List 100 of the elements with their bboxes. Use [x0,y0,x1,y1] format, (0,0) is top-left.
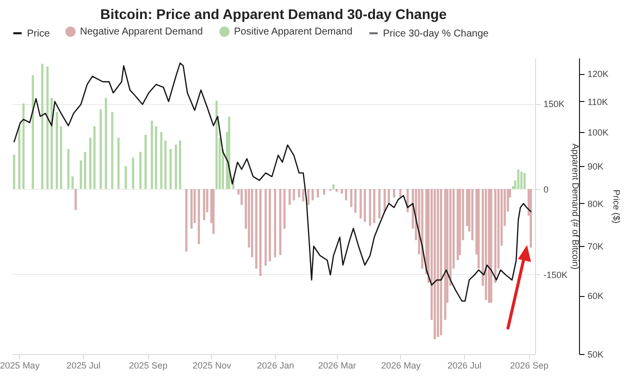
bar [154,126,158,189]
bar [364,188,366,222]
bar [198,188,200,244]
bar [84,152,86,189]
bar [144,134,147,189]
bar [259,188,262,276]
bar [316,188,319,198]
bar [160,132,162,189]
bar [212,188,215,234]
bar [132,158,134,189]
chart-title: Bitcoin: Price and Apparent Demand 30-day Change [100,6,447,22]
bar [60,126,62,189]
bar [302,188,304,202]
y2-tick-label: 100K [588,128,609,138]
legend-label: Price 30-day % Change [383,28,490,40]
y2-tick-label: 110K [588,96,608,107]
bar [185,188,188,252]
x-tick-label: 2026 May [381,360,422,370]
x-tick-label: 2026 Sep [510,360,549,370]
legend-label: Negative Apparent Demand [80,26,203,38]
bar [174,144,177,189]
bar [190,188,193,229]
bar [279,188,282,255]
x-tick-label: 2026 Mar [318,360,356,370]
bar [251,188,254,258]
y2-tick-label: 50K [588,350,604,360]
legend-label: Price [27,28,50,40]
bar [378,188,381,219]
bar [471,188,474,240]
bar [164,140,167,189]
bar [74,188,77,210]
bar [384,188,386,212]
bar [336,188,338,192]
legend-label: Positive Apparent Demand [234,26,352,38]
bar [478,188,480,269]
y-axis-title: Apparent Demand (# of Bitcoin) [570,143,581,270]
x-tick-label: 2026 Jul [448,360,482,370]
bar [178,140,182,189]
bar [307,188,310,205]
x-tick-label: 2026 Jan [257,360,294,370]
bar [421,188,424,269]
bar [67,149,70,189]
bar [340,188,343,194]
bar [456,188,459,260]
y2-tick-label: 80K [588,198,604,209]
bar [124,166,127,189]
bar [18,126,20,189]
bar [100,109,102,189]
bar [292,188,295,200]
x-tick-label: 2025 May [0,360,40,370]
bar [490,188,492,303]
bar [488,188,490,303]
bar [520,172,523,189]
bar [274,188,276,258]
bar [523,172,526,189]
y2-tick-label: 70K [588,242,604,252]
bar [440,188,442,336]
bar [434,188,436,340]
bar [368,188,372,226]
bar [56,112,58,189]
bar [111,112,114,189]
bar [50,98,53,189]
bar [436,188,440,337]
y2-axis-title: Price ($) [612,189,622,224]
bar [388,188,390,204]
bar [41,64,44,189]
bar [350,188,352,208]
bar [170,149,172,189]
bar [104,98,108,189]
bar [332,184,335,189]
x-tick-label: 2025 Jul [66,360,100,370]
bar [117,138,120,189]
y-tick-label: 0 [544,184,549,194]
bar [93,126,96,189]
bar [392,188,396,198]
bar [344,188,348,200]
y2-tick-label: 120K [588,69,609,80]
y-tick-label: 150K [544,99,565,110]
x-tick-label: 2025 Nov [192,360,232,370]
bar [530,188,532,248]
bar [150,120,153,189]
bar [354,188,357,213]
bar [288,188,291,205]
bar [71,176,74,189]
bar [517,170,520,189]
y-tick-label: -150K [544,270,568,280]
line-series [13,62,532,302]
bar [80,160,82,189]
bar [89,138,92,189]
bar [373,188,376,224]
y2-tick-label: 90K [588,161,604,172]
bar [139,152,142,189]
bar [283,188,286,229]
bar [264,188,267,266]
bar [202,188,206,220]
x-tick-label: 2025 Sep [128,360,168,370]
bar [360,188,362,219]
bar [399,188,402,198]
bar [298,188,300,198]
bar [12,154,16,189]
